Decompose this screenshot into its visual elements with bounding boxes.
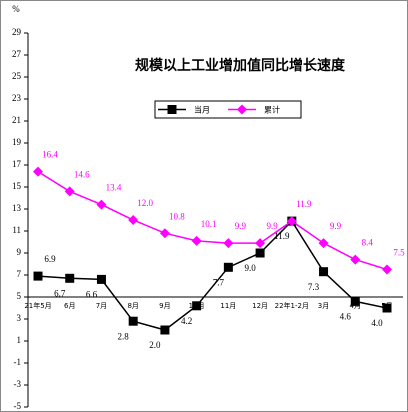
data-label: 6.7	[54, 288, 66, 298]
y-tick-label: -5	[14, 401, 22, 411]
y-tick-label: 27	[12, 49, 22, 59]
y-tick-label: 11	[12, 225, 21, 235]
data-label: 2.0	[149, 340, 161, 350]
data-label: 9.9	[235, 221, 247, 231]
marker	[255, 238, 266, 249]
y-tick-label: 19	[12, 137, 22, 147]
data-label: 14.6	[74, 169, 90, 179]
data-label: 6.9	[44, 254, 56, 264]
y-tick-label: 29	[12, 27, 22, 37]
marker	[350, 296, 360, 306]
marker	[128, 215, 139, 225]
marker	[382, 303, 392, 313]
marker	[350, 254, 361, 265]
marker	[318, 238, 329, 249]
marker	[319, 267, 329, 277]
y-tick-label: 21	[12, 115, 21, 125]
x-tick-label: 7月	[96, 302, 107, 310]
y-axis-label: %	[12, 4, 20, 14]
data-label: 4.2	[181, 316, 192, 326]
data-label: 10.8	[169, 211, 185, 221]
data-label: 6.6	[86, 289, 98, 299]
y-tick-label: -3	[14, 379, 22, 389]
legend-label: 当月	[194, 105, 210, 115]
marker	[65, 273, 75, 283]
y-tick-label: 17	[12, 159, 22, 169]
y-tick-label: 5	[17, 291, 22, 301]
data-label: 9.9	[266, 221, 278, 231]
data-label: 7.3	[308, 282, 320, 292]
x-tick-label: 6月	[64, 302, 75, 310]
marker	[96, 274, 106, 284]
marker	[237, 104, 247, 115]
data-label: 11.9	[296, 199, 312, 209]
marker	[33, 271, 43, 281]
marker	[382, 264, 392, 275]
marker	[223, 238, 234, 249]
data-label: 7.5	[393, 248, 405, 258]
y-tick-label: 7	[17, 269, 22, 279]
marker	[160, 325, 170, 335]
data-label: 8.4	[362, 238, 374, 248]
data-label: 13.4	[106, 183, 122, 193]
x-tick-label: 11月	[220, 302, 236, 310]
y-tick-label: -1	[14, 357, 22, 367]
legend-label: 累计	[264, 105, 280, 115]
marker	[64, 186, 75, 197]
marker	[159, 228, 170, 239]
x-tick-label: 8月	[127, 302, 138, 310]
marker	[286, 216, 297, 227]
y-tick-label: 15	[12, 181, 22, 191]
data-label: 9.9	[330, 221, 342, 231]
chart-title: 规模以上工业增加值同比增长速度	[135, 57, 346, 74]
x-tick-label: 9月	[159, 302, 170, 310]
series-line	[37, 219, 388, 331]
marker	[255, 248, 265, 258]
marker	[33, 166, 43, 177]
data-label: 12.0	[137, 198, 153, 208]
data-label: 7.7	[213, 277, 225, 287]
data-label: 4.6	[340, 311, 352, 321]
data-label: 2.8	[118, 331, 130, 341]
x-tick-label: 4月	[350, 302, 361, 310]
y-tick-label: 9	[17, 247, 22, 257]
y-tick-label: 1	[17, 335, 22, 345]
marker	[191, 235, 202, 246]
x-tick-label: 12月	[252, 302, 268, 310]
marker	[128, 316, 138, 326]
marker	[223, 262, 233, 272]
marker	[192, 301, 202, 311]
marker	[167, 105, 177, 114]
y-tick-label: 13	[12, 203, 22, 213]
x-tick-label: 3月	[318, 302, 329, 310]
data-label: 10.1	[201, 219, 217, 229]
data-label: 16.4	[42, 150, 58, 160]
data-label: 9.0	[244, 263, 256, 273]
y-tick-label: 3	[17, 313, 22, 323]
marker	[96, 199, 107, 210]
data-label: 4.0	[371, 318, 383, 328]
data-label: 11.9	[274, 231, 290, 241]
y-tick-label: 23	[12, 93, 22, 103]
series-line	[37, 170, 388, 271]
x-tick-label: 22年1-2月	[275, 301, 309, 310]
y-tick-label: 25	[12, 71, 22, 81]
x-tick-label: 21年5月	[24, 301, 51, 310]
